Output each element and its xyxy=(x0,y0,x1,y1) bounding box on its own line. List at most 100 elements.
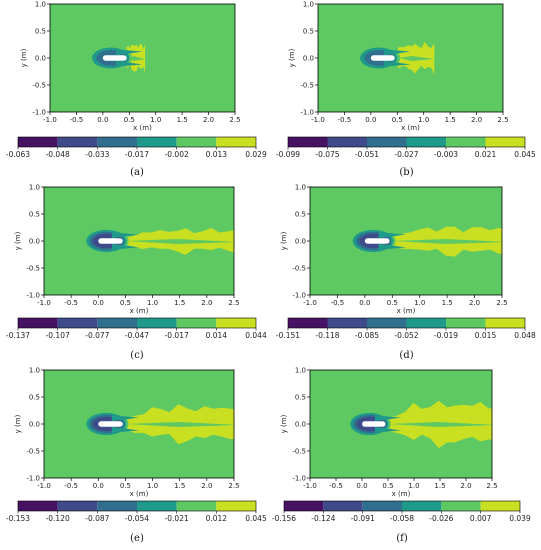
contour-field xyxy=(318,4,503,112)
x-tick-label: 0.0 xyxy=(93,299,104,307)
x-tick-label: -0.5 xyxy=(64,299,78,307)
x-tick-label: 1.0 xyxy=(418,116,429,124)
colorbar-segment xyxy=(97,318,137,328)
colorbar-segment xyxy=(327,137,367,147)
x-axis-label: x (m) xyxy=(130,307,149,315)
x-axis-label: x (m) xyxy=(130,490,149,498)
colorbar-tick-label: 0.044 xyxy=(245,331,267,340)
y-tick-label: -1.0 xyxy=(300,109,314,117)
colorbar-segment xyxy=(137,137,177,147)
colorbar-segment xyxy=(288,318,328,328)
x-tick-label: 2.0 xyxy=(469,299,480,307)
panel-label: (f) xyxy=(396,533,408,544)
colorbar-segment xyxy=(485,137,525,147)
colorbar-tick-label: 0.015 xyxy=(475,331,497,340)
contour-field xyxy=(310,370,492,478)
contour-field xyxy=(44,187,234,295)
x-tick-label: 2.5 xyxy=(228,299,239,307)
colorbar-segment xyxy=(441,501,481,511)
x-axis-label: x (m) xyxy=(133,124,152,132)
x-tick-label: -1.0 xyxy=(37,482,51,490)
colorbar-segment xyxy=(216,137,256,147)
colorbar-segment xyxy=(446,318,486,328)
x-tick-label: 1.0 xyxy=(408,482,419,490)
y-axis-label: y (m) xyxy=(288,48,296,67)
colorbar-tick-label: 0.045 xyxy=(514,150,536,159)
x-tick-label: 0.0 xyxy=(356,482,367,490)
wake-streak xyxy=(127,422,234,427)
side-lobe-upper xyxy=(378,232,406,239)
x-tick-label: 0.5 xyxy=(120,482,131,490)
hull-body xyxy=(98,238,123,244)
y-tick-label: 0.0 xyxy=(295,238,306,246)
y-tick-label: -0.5 xyxy=(32,82,46,90)
y-tick-label: 0.5 xyxy=(303,28,314,36)
hull-body xyxy=(102,55,127,61)
colorbar-tick-label: -0.120 xyxy=(46,514,70,523)
colorbar-segment xyxy=(284,501,324,511)
x-tick-label: 2.0 xyxy=(471,116,482,124)
y-tick-label: 0.0 xyxy=(29,238,40,246)
y-tick-label: 1.0 xyxy=(29,367,40,375)
panel-f: -1.0 -0.5 0.0 0.5 1.0 1.5 2.0 2.5 -1.0 -0.5 0.0 0.5… xyxy=(272,367,531,545)
x-tick-label: -1.0 xyxy=(37,299,51,307)
y-tick-label: 1.0 xyxy=(295,367,306,375)
colorbar-tick-label: -0.063 xyxy=(6,150,30,159)
colorbar-segment xyxy=(367,318,407,328)
x-tick-label: 0.0 xyxy=(93,482,104,490)
x-tick-label: 2.0 xyxy=(460,482,471,490)
y-tick-label: 1.0 xyxy=(35,1,46,9)
x-tick-label: 2.5 xyxy=(229,116,240,124)
panel-c: -1.0 -0.5 0.0 0.5 1.0 1.5 2.0 2.5 -1.0 -0.5 0.0 0.5… xyxy=(6,184,267,362)
colorbar-tick-label: -0.017 xyxy=(125,150,149,159)
y-tick-label: 0.5 xyxy=(35,28,46,36)
x-axis-label: x (m) xyxy=(401,124,420,132)
colorbar-segment xyxy=(216,318,256,328)
y-tick-label: -0.5 xyxy=(26,265,40,273)
side-lobe-lower xyxy=(378,243,406,250)
x-tick-label: -0.5 xyxy=(331,299,345,307)
colorbar-segment xyxy=(327,318,367,328)
colorbar-tick-label: -0.153 xyxy=(6,514,30,523)
colorbar-tick-label: -0.027 xyxy=(394,150,418,159)
x-tick-label: 0.5 xyxy=(392,116,403,124)
x-axis-label: x (m) xyxy=(392,490,411,498)
colorbar-segment xyxy=(57,137,98,147)
side-lobe-lower xyxy=(384,60,411,67)
y-axis-label: y (m) xyxy=(280,231,288,250)
colorbar-segment xyxy=(402,501,442,511)
colorbar-tick-label: 0.029 xyxy=(245,150,267,159)
side-lobe-upper xyxy=(384,49,411,56)
panel-label: (e) xyxy=(130,533,144,544)
colorbar-segment xyxy=(362,501,402,511)
colorbar-segment xyxy=(176,318,217,328)
hull-body xyxy=(362,421,386,427)
x-tick-label: 2.5 xyxy=(496,299,507,307)
colorbar-segment xyxy=(18,137,58,147)
colorbar-tick-label: 0.048 xyxy=(514,331,536,340)
colorbar-tick-label: -0.051 xyxy=(355,150,379,159)
x-tick-label: 1.5 xyxy=(442,299,453,307)
hull-body xyxy=(370,55,395,61)
y-axis-label: y (m) xyxy=(20,48,28,67)
colorbar-segment xyxy=(446,137,486,147)
colorbar-segment xyxy=(97,501,137,511)
colorbar-tick-label: -0.033 xyxy=(85,150,109,159)
colorbar-tick-label: 0.013 xyxy=(206,150,228,159)
colorbar-segment xyxy=(216,501,256,511)
colorbar-segment xyxy=(18,501,58,511)
side-lobe-upper xyxy=(111,415,139,422)
panel-label: (c) xyxy=(130,350,144,361)
colorbar-tick-label: -0.087 xyxy=(85,514,109,523)
colorbar-tick-label: -0.019 xyxy=(434,331,458,340)
colorbar-tick-label: -0.021 xyxy=(165,514,189,523)
x-tick-label: -0.5 xyxy=(329,482,343,490)
colorbar-tick-label: -0.124 xyxy=(311,514,335,523)
colorbar-tick-label: -0.002 xyxy=(165,150,189,159)
side-lobe-upper xyxy=(375,415,401,422)
colorbar-tick-label: -0.026 xyxy=(429,514,453,523)
y-tick-label: -1.0 xyxy=(292,292,306,300)
y-tick-label: 0.5 xyxy=(29,394,40,402)
colorbar-segment xyxy=(288,137,328,147)
x-tick-label: 1.5 xyxy=(174,299,185,307)
